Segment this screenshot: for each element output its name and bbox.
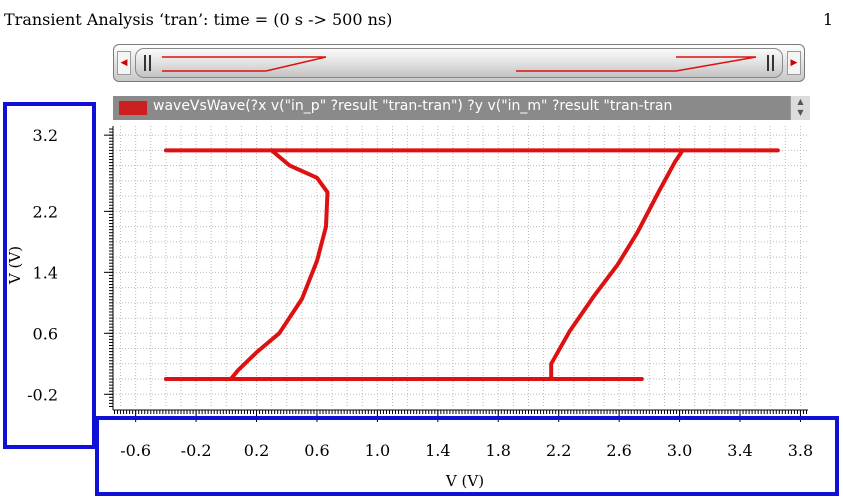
x-axis-label: V (V) [445, 472, 484, 490]
x-tick-label: -0.6 [120, 441, 151, 460]
window-title: Transient Analysis ‘tran’: time = (0 s -… [4, 10, 393, 29]
y-tick-label: 2.2 [33, 202, 58, 221]
legend-label[interactable]: waveVsWave(?x v("in_p" ?result "tran-tra… [153, 98, 673, 114]
axes [104, 126, 808, 422]
scroll-right-icon[interactable]: ▶ [787, 51, 801, 75]
thumb-grip-right-2[interactable] [767, 55, 769, 71]
x-tick-label: 1.0 [365, 441, 390, 460]
trace-segment [549, 148, 685, 381]
legend-bar[interactable]: waveVsWave(?x v("in_p" ?result "tran-tra… [113, 96, 810, 120]
x-tick-label: 3.4 [727, 441, 752, 460]
y-tick-label: -0.2 [27, 385, 58, 404]
thumb-grip-left[interactable] [144, 55, 146, 71]
trace-segment [228, 148, 330, 381]
legend-scroll-arrows-icon[interactable]: ▲ ▼ [790, 96, 810, 120]
overview-scrollbar[interactable]: ◀ ▶ [113, 44, 805, 82]
x-tick-label: 1.8 [486, 441, 511, 460]
x-tick-label: 2.2 [546, 441, 571, 460]
x-tick-label: 2.6 [606, 441, 631, 460]
page-number: 1 [822, 10, 833, 29]
x-tick-label: 3.0 [667, 441, 692, 460]
y-axis-label: V (V) [6, 246, 24, 285]
thumb-grip-right[interactable] [772, 55, 774, 71]
overview-thumb[interactable] [135, 48, 783, 78]
grid-lines [113, 126, 808, 408]
overview-preview [162, 56, 757, 72]
x-tick-label: 3.8 [788, 441, 813, 460]
trace [163, 148, 780, 381]
x-tick-label: 0.2 [244, 441, 269, 460]
legend-swatch [119, 101, 147, 115]
y-tick-label: 1.4 [33, 263, 58, 282]
y-tick-label: 3.2 [33, 126, 58, 145]
tick-labels: -0.6 -0.2 0.2 0.6 1.0 1.4 1.8 2.2 2.6 3.0 3.4 3.8 3.… [27, 126, 813, 460]
thumb-grip-left-2[interactable] [149, 55, 151, 71]
x-tick-label: 1.4 [425, 441, 450, 460]
scroll-left-icon[interactable]: ◀ [117, 51, 131, 75]
x-tick-label: -0.2 [181, 441, 212, 460]
x-tick-label: 0.6 [304, 441, 329, 460]
y-tick-label: 0.6 [33, 324, 58, 343]
